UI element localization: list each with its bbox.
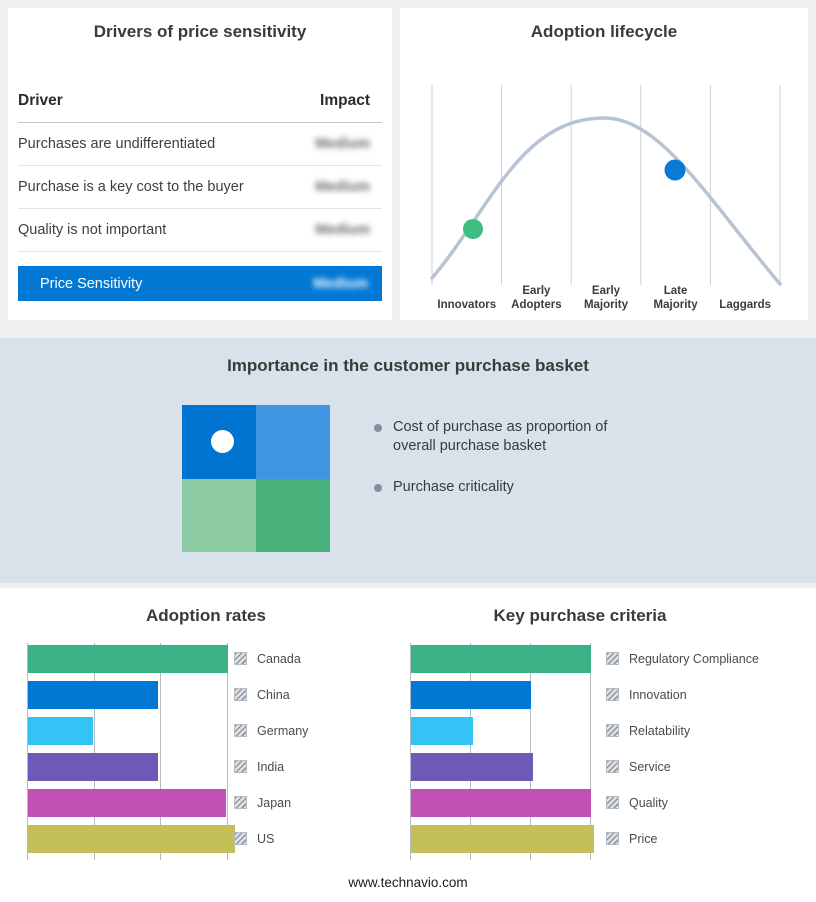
legend-label: Price [629,832,658,846]
bullet-icon [374,424,382,432]
gridline [530,643,531,860]
key-purchase-criteria-title: Key purchase criteria [493,606,667,625]
lifecycle-title: Adoption lifecycle [530,22,678,41]
bullet-item: Cost of purchase as proportion of overal… [374,418,643,456]
legend-label: India [257,760,285,774]
driver-name: Purchase is a key cost to the buyer [18,179,244,195]
importance-panel: Importance in the customer purchase bask… [0,338,816,583]
legend-swatch-icon [606,832,619,845]
legend-label: Innovation [629,688,687,702]
lifecycle-gridlines [431,85,781,285]
bar-us [28,825,235,853]
stage-label-early-majority: Early Majority [583,285,629,311]
driver-name: Quality is not important [18,222,167,238]
stage-label-innovators: Innovators [437,299,497,311]
adoption-rates-chart: Canada China Germany India Japan US [0,588,816,902]
legend-swatch-icon [606,724,619,737]
price-sensitivity-impact: Medium [313,275,368,292]
driver-row: Purchases are undifferentiated Medium [18,123,382,166]
stage-label-late-majority: Late Majority [653,285,698,311]
drivers-table: Driver Impact Purchases are undifferenti… [18,92,382,301]
gridline [93,643,95,860]
legend-label: China [257,688,290,702]
footer-link[interactable]: www.technavio.com [348,875,468,890]
matrix-quadrant-top-left [182,405,256,479]
drivers-title: Drivers of price sensitivity [93,22,307,41]
legend-swatch-icon [234,724,247,737]
stage-label-early-adopters: Early Adopters [511,285,562,311]
bullet-icon [374,484,382,492]
bar-service [411,753,533,781]
gridline [410,643,411,860]
legend-swatch-icon [234,652,247,665]
legend-swatch-icon [606,760,619,773]
bar-india [28,753,158,781]
bar-regulatory-compliance [411,645,591,673]
gridline [160,643,162,860]
gridline [470,643,471,860]
drivers-rows: Purchases are undifferentiated Medium Purc… [18,123,382,252]
legend-label: US [257,832,275,846]
bullet-text: Purchase criticality [393,479,514,495]
driver-name: Purchases are undifferentiated [18,136,216,152]
lifecycle-panel: Adoption lifecycle Innovators Early Adopt… [400,8,808,320]
position-dot [211,430,234,453]
importance-bullets: Cost of purchase as proportion of overal… [374,418,643,519]
bar-quality [411,789,591,817]
legend-label: Service [629,760,671,774]
column-impact: Impact [320,92,370,109]
bell-curve [430,116,782,286]
priority-matrix [182,405,330,552]
impact-value: Medium [315,136,370,152]
gridline [590,643,591,860]
bar-china [28,681,158,709]
gridline [27,643,28,860]
legend-swatch-icon [234,832,247,845]
charts-section: Adoption rates Key purchase criteria Can… [0,588,816,902]
adoption-rates-title: Adoption rates [146,606,266,625]
bar-relatability [411,717,473,745]
drivers-table-header: Driver Impact [18,92,382,123]
driver-row: Purchase is a key cost to the buyer Mediu… [18,166,382,209]
legend-label: Germany [257,724,309,738]
key-purchase-criteria-chart: Regulatory Compliance Innovation Relatabil… [0,588,816,902]
legend-label: Canada [257,652,301,666]
legend-swatch-icon [234,796,247,809]
legend-swatch-icon [606,796,619,809]
drivers-panel: Drivers of price sensitivity Driver Impa… [8,8,392,320]
gridline [227,643,228,860]
bar-price [411,825,594,853]
price-sensitivity-row: Price Sensitivity Medium [18,266,382,301]
bullet-item: Purchase criticality [374,478,643,497]
impact-value: Medium [315,222,370,238]
legend-swatch-icon [606,688,619,701]
matrix-quadrant-bottom-right [256,478,330,552]
legend-swatch-icon [234,760,247,773]
stage-label-laggards: Laggards [719,299,772,311]
legend-label: Relatability [629,724,691,738]
legend-label: Japan [257,796,292,810]
lifecycle-chart [430,85,782,286]
early-stage-marker-dot [463,219,483,239]
legend-swatch-icon [234,688,247,701]
bar-canada [28,645,228,673]
bar-germany [28,717,94,745]
matrix-quadrant-top-right [256,405,330,479]
bar-japan [28,789,226,817]
matrix-quadrant-bottom-left [182,478,256,552]
lifecycle-stage-labels: Innovators Early Adopters Early Majority La… [400,274,808,314]
column-driver: Driver [18,92,63,109]
legend-label: Quality [629,796,668,810]
driver-row: Quality is not important Medium [18,209,382,252]
legend-label: Regulatory Compliance [629,652,759,666]
importance-title: Importance in the customer purchase bask… [227,356,589,375]
late-stage-marker-dot [664,159,686,181]
bullet-text: Cost of purchase as proportion of overal… [393,419,608,454]
bar-innovation [411,681,531,709]
legend-swatch-icon [606,652,619,665]
price-sensitivity-label: Price Sensitivity [40,275,143,292]
impact-value: Medium [315,179,370,195]
